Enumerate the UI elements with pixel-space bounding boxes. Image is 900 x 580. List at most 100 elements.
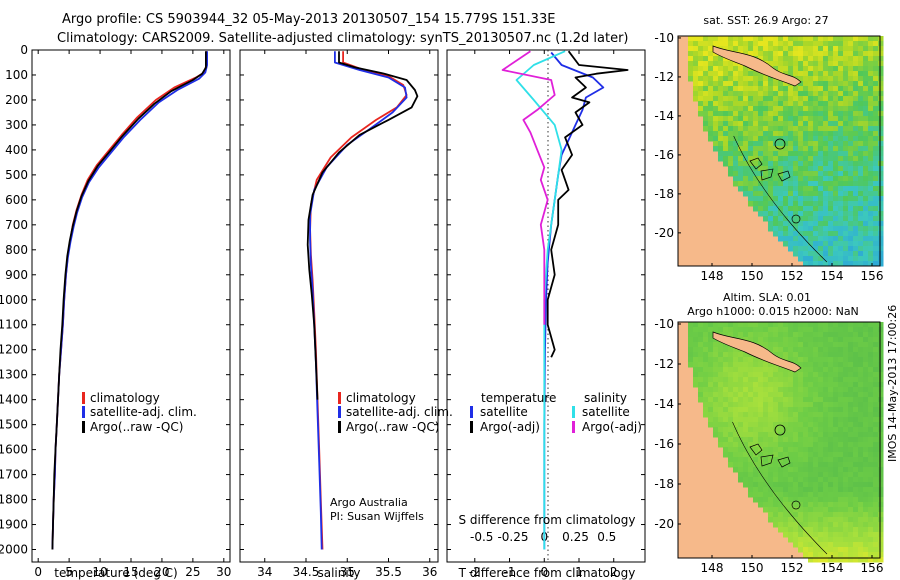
map-cell (803, 532, 809, 538)
map-cell (833, 492, 839, 498)
map-cell (783, 151, 789, 157)
map-cell (723, 161, 729, 167)
map-cell (698, 362, 704, 368)
map-cell (848, 176, 854, 182)
map-cell (738, 146, 744, 152)
map-cell (828, 357, 834, 363)
map-cell (833, 367, 839, 373)
map-cell (808, 352, 814, 358)
map-cell (838, 432, 844, 438)
map-cell (768, 422, 774, 428)
map-cell (743, 472, 749, 478)
map-cell (753, 71, 759, 77)
map-cell (708, 407, 714, 413)
map-cell (838, 181, 844, 187)
sst-map: 148 150 152 154 156-10-12-14-16-18-20 (654, 31, 884, 283)
map-cell (878, 126, 884, 132)
map-cell (838, 186, 844, 192)
map-cell (828, 216, 834, 222)
map-cell (793, 462, 799, 468)
map-cell (793, 136, 799, 142)
map-cell (833, 477, 839, 483)
map-cell (693, 61, 699, 67)
map-cell (798, 482, 804, 488)
map-cell (758, 362, 764, 368)
map-cell (833, 81, 839, 87)
map-cell (778, 41, 784, 47)
map-cell (728, 111, 734, 117)
map-cell (743, 126, 749, 132)
map-cell (788, 402, 794, 408)
map-cell (858, 347, 864, 353)
map-cell (873, 81, 879, 87)
map-cell (743, 161, 749, 167)
map-cell (748, 327, 754, 333)
map-cell (868, 116, 874, 122)
map-cell (878, 216, 884, 222)
map-cell (853, 231, 859, 237)
map-cell (858, 241, 864, 247)
map-cell (708, 422, 714, 428)
map-cell (753, 462, 759, 468)
map-cell (798, 517, 804, 523)
map-cell (798, 522, 804, 528)
legend-heading-salinity: salinity (584, 391, 627, 405)
map-cell (743, 337, 749, 343)
map-cell (823, 61, 829, 67)
map-cell (863, 357, 869, 363)
map-cell (858, 382, 864, 388)
map-cell (738, 472, 744, 478)
map-cell (828, 507, 834, 513)
map-cell (763, 372, 769, 378)
legend-label-argo: Argo(..raw -QC) (90, 420, 183, 434)
map-cell (718, 397, 724, 403)
map-cell (693, 91, 699, 97)
map-cell (818, 527, 824, 533)
map-cell (703, 91, 709, 97)
map-cell (763, 216, 769, 222)
map-cell (798, 171, 804, 177)
map-cell (843, 482, 849, 488)
map-cell (838, 36, 844, 42)
map-cell (818, 51, 824, 57)
map-cell (833, 86, 839, 92)
map-cell (728, 442, 734, 448)
map-cell (688, 322, 694, 328)
map-cell (848, 337, 854, 343)
map-cell (703, 81, 709, 87)
map-cell (763, 136, 769, 142)
map-cell (823, 467, 829, 473)
map-cell (718, 61, 724, 67)
map-cell (693, 56, 699, 62)
map-cell (728, 397, 734, 403)
map-cell (738, 36, 744, 42)
map-cell (848, 251, 854, 257)
map-cell (853, 181, 859, 187)
map-cell (748, 141, 754, 147)
map-cell (868, 482, 874, 488)
map-cell (808, 417, 814, 423)
map-cell (773, 507, 779, 513)
map-cell (838, 61, 844, 67)
map-cell (778, 372, 784, 378)
map-cell (783, 51, 789, 57)
map-cell (708, 397, 714, 403)
map-y-tick-label: -18 (654, 187, 674, 201)
map-cell (768, 392, 774, 398)
map-cell (813, 226, 819, 232)
map-cell (838, 477, 844, 483)
map-cell (818, 201, 824, 207)
map-cell (798, 547, 804, 553)
map-cell (758, 146, 764, 152)
map-cell (873, 61, 879, 67)
map-cell (878, 91, 884, 97)
map-cell (858, 517, 864, 523)
map-cell (863, 251, 869, 257)
map-cell (793, 46, 799, 52)
map-cell (773, 402, 779, 408)
map-cell (768, 121, 774, 127)
map-cell (723, 447, 729, 453)
map-cell (798, 181, 804, 187)
map-cell (823, 352, 829, 358)
map-cell (753, 81, 759, 87)
